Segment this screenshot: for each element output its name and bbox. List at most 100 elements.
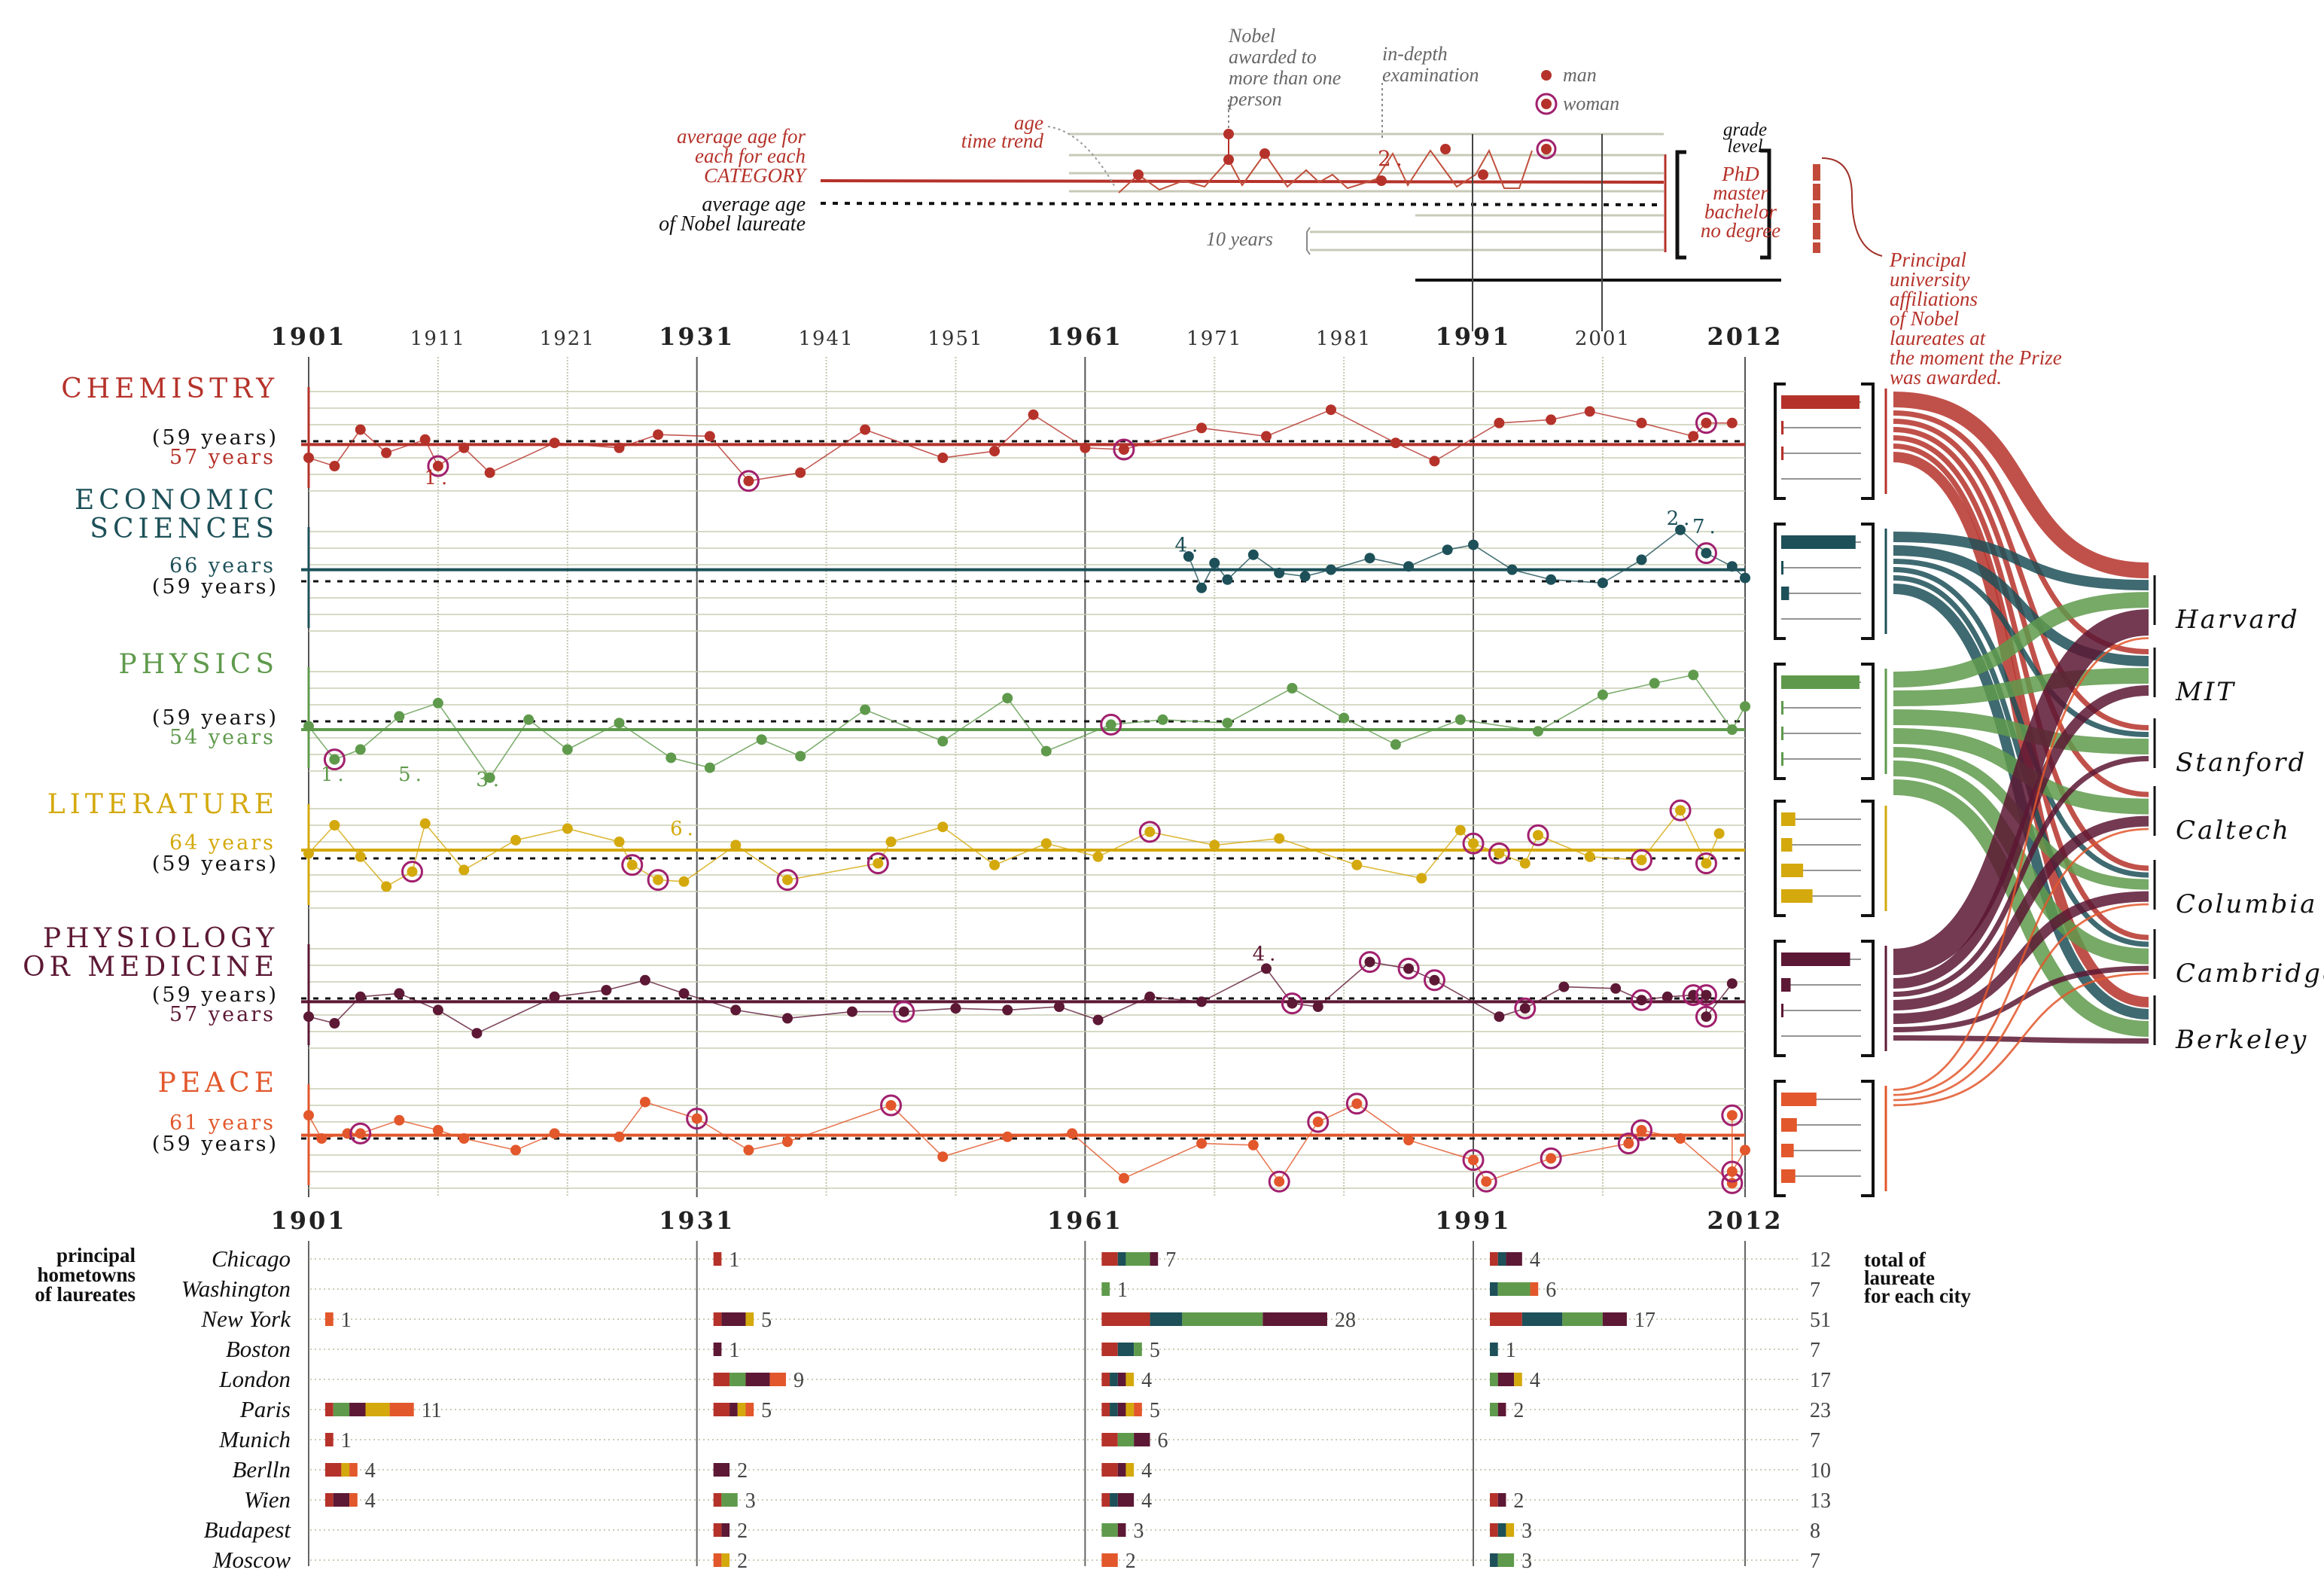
- laureate-point: [1364, 553, 1375, 564]
- laureate-point: [329, 461, 340, 471]
- laureate-point: [355, 851, 366, 862]
- laureate-point: [510, 834, 522, 846]
- woman-laureate-point: [626, 859, 638, 870]
- university-label-caltech: Caltech: [2176, 815, 2291, 846]
- laureate-point: [549, 991, 560, 1002]
- woman-ring: [1100, 713, 1122, 736]
- hometown-bar-segment: [1117, 1493, 1135, 1507]
- laureate-point: [704, 762, 715, 773]
- woman-laureate-point: [1519, 1003, 1531, 1014]
- hometown-count: 1: [341, 1309, 352, 1332]
- laureate-point: [1390, 437, 1401, 449]
- woman-ring: [1527, 824, 1549, 846]
- woman-ring: [893, 1001, 915, 1023]
- flow-peace-to-columbia: [1893, 903, 2149, 1102]
- hometown-bar-segment: [325, 1312, 334, 1326]
- woman-laureate-point: [1403, 963, 1415, 974]
- grade-bar: [1781, 421, 1784, 434]
- grade-bracket-right: [1760, 148, 1771, 260]
- hometown-bar-segment: [713, 1493, 722, 1507]
- laureate-point: [1040, 745, 1052, 757]
- category-name: SCIENCES: [90, 514, 279, 544]
- legend-grade-level-label: level: [1727, 136, 1762, 157]
- university-label-mit: MIT: [2175, 677, 2236, 707]
- grade-bar: [1781, 395, 1860, 409]
- laureate-point: [562, 823, 573, 834]
- overall-average-label: (59 years): [152, 426, 279, 450]
- grade-bar: [1781, 752, 1783, 766]
- grade-bar: [1781, 561, 1783, 575]
- laureate-point: [1519, 858, 1531, 869]
- grade-bracket-left: [1774, 383, 1786, 500]
- hometown-bar-segment: [721, 1553, 730, 1567]
- hometown-bar-segment: [1497, 1252, 1506, 1266]
- laureate-point: [1274, 833, 1285, 844]
- city-row: Munich 1 6 7: [218, 1426, 1820, 1452]
- hometown-bar-segment: [1134, 1403, 1142, 1416]
- hometown-bar-segment: [769, 1373, 786, 1386]
- man-icon: [1541, 70, 1552, 81]
- annotation-marker: 3.: [476, 769, 504, 791]
- laureate-point: [782, 1136, 793, 1148]
- hometown-bar-segment: [1110, 1373, 1118, 1386]
- city-total: 10: [1810, 1459, 1831, 1483]
- hometown-bar-segment: [713, 1373, 730, 1386]
- hometown-bar-segment: [721, 1493, 738, 1507]
- legend-universities-note: the moment the Prize: [1890, 346, 2062, 369]
- laureate-point: [1080, 442, 1091, 453]
- hometown-bar-segment: [1490, 1312, 1522, 1326]
- laureate-point: [1546, 574, 1557, 585]
- laureate-point: [1196, 582, 1208, 593]
- laureate-point: [355, 991, 366, 1002]
- laureate-point: [1028, 409, 1039, 420]
- hometown-count: 1: [729, 1248, 739, 1272]
- woman-ring: [1630, 989, 1652, 1011]
- hometown-bar-segment: [349, 1463, 358, 1477]
- hometown-bar-segment: [1490, 1493, 1498, 1507]
- city-total: 7: [1810, 1339, 1820, 1362]
- laureate-point: [1092, 851, 1104, 862]
- city-row: London 9 4 4 17: [218, 1366, 1831, 1392]
- woman-ring: [1695, 542, 1717, 565]
- city-row: New York 1 5 28 17 51: [200, 1306, 1831, 1332]
- legend-category-average-label: average age for: [677, 125, 806, 148]
- x-tick-label-bottom: 2012: [1707, 1206, 1783, 1235]
- legend-age-trend-label: time trend: [961, 130, 1044, 152]
- city-name: Berlln: [233, 1456, 291, 1483]
- hometown-bar-segment: [349, 1493, 358, 1507]
- laureate-point: [458, 864, 470, 876]
- woman-laureate-point: [1701, 547, 1712, 559]
- legend-ten-years-label: 10 years: [1206, 228, 1273, 250]
- woman-laureate-point: [782, 874, 793, 885]
- laureate-point: [1546, 414, 1557, 425]
- woman-ring: [1695, 984, 1717, 1007]
- laureate-point: [1053, 1001, 1065, 1012]
- city-total: 23: [1810, 1399, 1831, 1422]
- legend-man-label: man: [1563, 64, 1597, 86]
- woman-laureate-point: [1675, 805, 1686, 816]
- hometown-bar-segment: [1490, 1252, 1498, 1266]
- hometown-bar-segment: [1490, 1523, 1498, 1537]
- woman-ring: [1281, 992, 1303, 1015]
- annotation-marker: 1.: [424, 467, 452, 489]
- laureate-point: [743, 1145, 754, 1156]
- woman-ring: [1695, 852, 1717, 875]
- university-label-columbia: Columbia: [2176, 889, 2317, 919]
- hometowns-title: principal: [56, 1244, 136, 1266]
- hometown-bar-segment: [341, 1463, 350, 1477]
- category-average-label: 61 years: [169, 1111, 276, 1135]
- hometown-bar-segment: [729, 1403, 738, 1416]
- overall-average-label: (59 years): [152, 852, 279, 876]
- hometown-bar-segment: [1150, 1312, 1183, 1326]
- woman-laureate-point: [1636, 1125, 1647, 1135]
- laureate-point: [1726, 978, 1738, 989]
- hometown-bar-segment: [1101, 1463, 1118, 1477]
- woman-laureate-point: [873, 858, 884, 869]
- laureate-point: [484, 467, 495, 478]
- flow-peace-to-harvard: [1893, 637, 2149, 1091]
- hometown-bar-segment: [1125, 1463, 1135, 1477]
- grade-bar: [1781, 727, 1783, 740]
- laureate-point: [1610, 983, 1622, 994]
- laureate-point: [1247, 1139, 1259, 1151]
- laureate-point: [1067, 1128, 1078, 1139]
